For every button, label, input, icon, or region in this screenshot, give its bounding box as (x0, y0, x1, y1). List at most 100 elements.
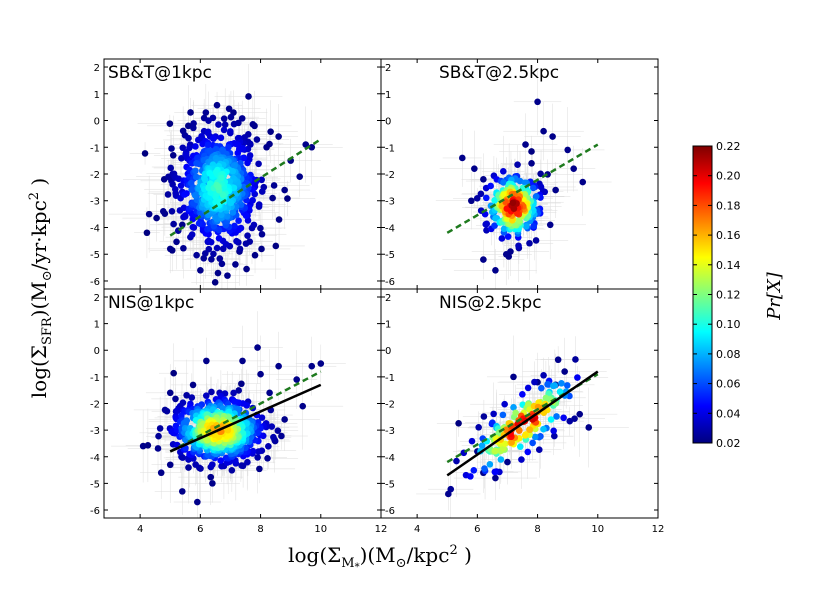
data-point (491, 197, 498, 204)
data-point (238, 115, 246, 122)
y-tick-label: -6 (385, 506, 395, 517)
data-point (234, 149, 242, 157)
data-point (173, 238, 180, 246)
x-axis-label-sup: 2 (449, 543, 457, 558)
data-point (528, 148, 535, 155)
data-point (169, 151, 177, 159)
data-point (455, 420, 462, 427)
data-point (145, 210, 153, 218)
data-point (257, 224, 264, 232)
data-point (480, 413, 488, 420)
y-tick-label: -1 (385, 373, 395, 384)
data-point (190, 124, 197, 132)
data-point (481, 465, 488, 472)
data-point (238, 380, 245, 388)
data-point (510, 373, 517, 381)
data-point (553, 413, 560, 420)
data-point (155, 432, 162, 440)
x-tick-label: 12 (652, 524, 665, 535)
y-tick-label: 2 (94, 293, 100, 304)
data-point (258, 414, 266, 421)
data-point (275, 216, 283, 223)
data-point (492, 266, 499, 274)
data-point (231, 222, 238, 230)
panel-title: NIS@1kpc (108, 293, 194, 313)
data-point (540, 425, 547, 433)
data-point (170, 369, 177, 377)
data-point (473, 195, 481, 202)
data-point (224, 426, 232, 434)
data-point (215, 121, 222, 128)
y-tick-label: -5 (385, 479, 395, 490)
y-ticks: -6 -5 -4 -3 -2 -1 0 1 2 (381, 63, 658, 288)
y-axis-label-unit: /yr·kpc (27, 200, 51, 270)
data-point (204, 141, 212, 149)
data-point (478, 442, 486, 449)
data-point (499, 411, 507, 419)
x-tick-label: 4 (414, 524, 420, 535)
data-point (480, 176, 487, 183)
data-point (257, 370, 264, 378)
data-point (530, 184, 537, 192)
dashed-fit-line (446, 143, 599, 234)
data-point (521, 179, 529, 186)
data-point (500, 179, 507, 186)
data-point (188, 394, 196, 401)
data-point (219, 191, 227, 198)
y-tick-label: 1 (385, 320, 391, 331)
data-point (235, 387, 243, 394)
data-point (519, 391, 526, 398)
data-point (244, 232, 251, 239)
data-point (308, 362, 316, 370)
x-ticks: 4 6 8 10 12 (414, 289, 664, 535)
data-point (540, 372, 547, 379)
y-ticks: -6 -5 -4 -3 -2 -1 0 1 2 (381, 293, 658, 517)
data-point (265, 442, 272, 450)
data-point (168, 145, 175, 152)
y-tick-label: -4 (90, 223, 100, 234)
solid-fit-line (446, 370, 599, 477)
data-point (471, 165, 478, 172)
data-point (269, 194, 276, 202)
data-point (181, 213, 189, 220)
data-point (164, 191, 172, 198)
data-point (500, 225, 508, 233)
data-point (274, 427, 282, 434)
data-point (542, 394, 550, 402)
data-point (250, 221, 258, 229)
data-point (225, 144, 232, 151)
data-point (483, 220, 491, 228)
data-point (515, 242, 522, 250)
solid-fit-line (169, 383, 322, 453)
data-point (245, 93, 252, 100)
data-point (267, 128, 274, 135)
data-point (504, 233, 512, 240)
data-point (217, 134, 225, 142)
data-point (166, 389, 174, 397)
data-point (470, 467, 478, 474)
data-point (264, 455, 271, 462)
y-tick-label: 1 (94, 90, 100, 101)
x-axis-label-end: ) (458, 543, 472, 567)
data-point (208, 255, 215, 263)
data-point (524, 384, 532, 392)
data-point (193, 160, 200, 167)
data-point (214, 269, 222, 277)
y-tick-label: 2 (385, 63, 391, 74)
data-point (188, 231, 196, 238)
data-point (166, 120, 174, 127)
y-tick-label: -3 (385, 426, 395, 437)
data-point (308, 143, 316, 151)
data-point (141, 150, 149, 157)
y-tick-label: -4 (385, 453, 395, 464)
data-point (534, 98, 541, 106)
data-point (453, 457, 460, 465)
data-point (508, 439, 516, 446)
y-tick-label: 0 (94, 346, 100, 357)
colorbar-tick-label: 0.16 (716, 229, 741, 242)
data-point (490, 410, 497, 418)
y-ticks: -6 -5 -4 -3 -2 -1 0 1 2 (90, 63, 381, 288)
data-point (561, 368, 568, 375)
data-point (544, 381, 551, 388)
panel-plot-area (435, 68, 612, 289)
